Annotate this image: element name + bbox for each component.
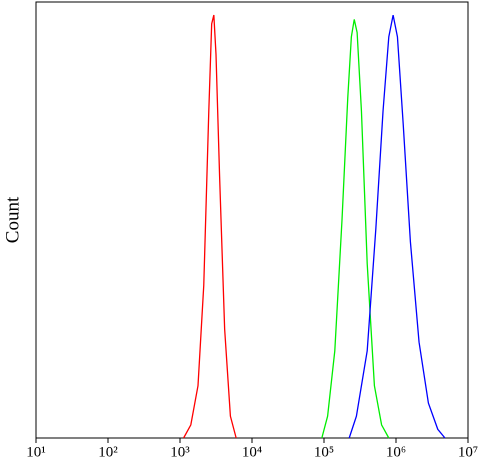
x-tick-label: 10⁴	[242, 444, 262, 460]
x-tick-label: 10³	[170, 444, 190, 460]
x-tick-label: 10¹	[26, 444, 46, 460]
histogram-line	[183, 14, 237, 439]
x-tick-label: 10²	[98, 444, 118, 460]
x-tick-label: 10⁶	[386, 444, 406, 460]
histogram-line	[321, 19, 390, 439]
plot-frame	[35, 1, 469, 439]
x-tick-label: 10⁷	[458, 444, 478, 460]
histogram-line	[348, 14, 446, 439]
y-axis-label: Count	[2, 196, 23, 243]
x-tick-label: 10⁵	[314, 444, 334, 460]
